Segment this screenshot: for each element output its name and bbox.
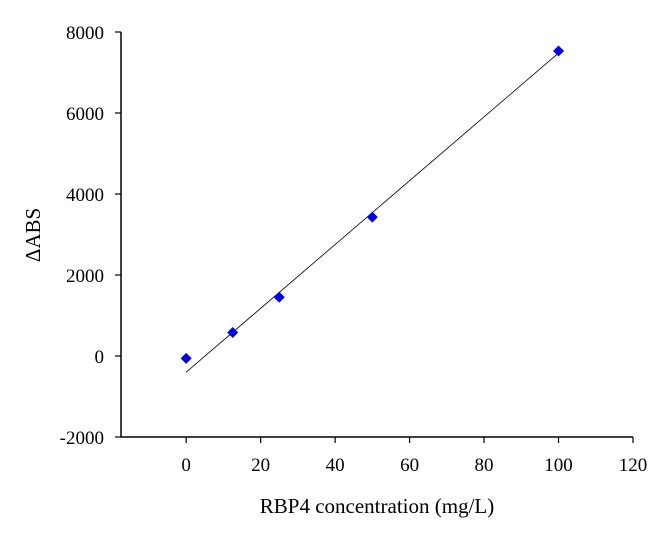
data-point — [366, 211, 378, 223]
x-tick-label: 60 — [400, 455, 419, 476]
data-points — [180, 45, 565, 364]
x-tick-label: 120 — [619, 455, 648, 476]
data-point — [227, 327, 239, 339]
y-tick-label: 6000 — [66, 104, 104, 125]
y-axis-label: ΔABS — [21, 208, 45, 262]
y-tick-label: 8000 — [66, 23, 104, 44]
tick-labels: 0 20 40 60 80 100 120 -2000 0 2000 4000 6000 8000 — [60, 23, 648, 476]
data-point — [180, 352, 192, 364]
x-tick-label: 80 — [475, 455, 494, 476]
y-tick-label: 2000 — [66, 266, 104, 287]
x-tick-label: 40 — [326, 455, 345, 476]
y-tick-label: 0 — [95, 347, 105, 368]
x-tick-label: 100 — [544, 455, 573, 476]
axes — [115, 31, 634, 443]
y-tick-label: 4000 — [66, 185, 104, 206]
data-point — [273, 291, 285, 303]
x-tick-label: 20 — [251, 455, 270, 476]
x-tick-label: 0 — [181, 455, 191, 476]
x-axis-label: RBP4 concentration (mg/L) — [260, 494, 494, 518]
data-point — [553, 45, 565, 57]
y-tick-label: -2000 — [60, 428, 104, 449]
